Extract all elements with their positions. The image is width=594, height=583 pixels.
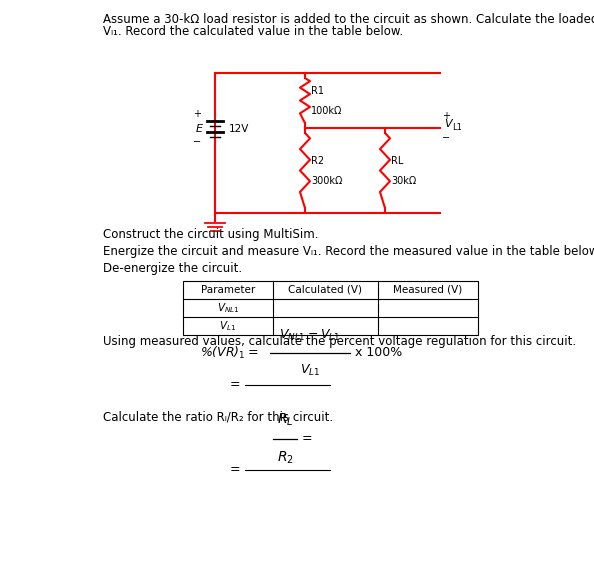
Bar <box>183 281 478 335</box>
Text: R1: R1 <box>311 86 324 96</box>
Text: $V_{L1}$: $V_{L1}$ <box>219 319 236 333</box>
Text: Calculate the ratio Rₗ/R₂ for this circuit.: Calculate the ratio Rₗ/R₂ for this circu… <box>103 410 333 423</box>
Text: =: = <box>230 378 241 392</box>
Text: =: = <box>248 346 258 360</box>
Text: Parameter: Parameter <box>201 285 255 295</box>
Text: 30kΩ: 30kΩ <box>391 175 416 185</box>
Text: =: = <box>230 463 241 476</box>
Text: +: + <box>442 111 450 121</box>
Text: +: + <box>193 109 201 119</box>
Text: R2: R2 <box>311 156 324 166</box>
Text: −: − <box>442 133 450 143</box>
Text: Assume a 30-kΩ load resistor is added to the circuit as shown. Calculate the loa: Assume a 30-kΩ load resistor is added to… <box>103 13 594 26</box>
Text: L1: L1 <box>452 122 462 132</box>
Text: E: E <box>196 124 203 134</box>
Text: −: − <box>193 137 201 147</box>
Text: Vₗ₁. Record the calculated value in the table below.: Vₗ₁. Record the calculated value in the … <box>103 25 403 38</box>
Text: %(VR)$_1$: %(VR)$_1$ <box>200 345 246 361</box>
Text: Measured (V): Measured (V) <box>393 285 463 295</box>
Text: Energize the circuit and measure Vₗ₁. Record the measured value in the table bel: Energize the circuit and measure Vₗ₁. Re… <box>103 245 594 258</box>
Text: Construct the circuit using MultiSim.: Construct the circuit using MultiSim. <box>103 228 318 241</box>
Text: Using measured values, calculate the percent voltage regulation for this circuit: Using measured values, calculate the per… <box>103 335 576 348</box>
Text: RL: RL <box>391 156 403 166</box>
Text: $V_{L1}$: $V_{L1}$ <box>300 363 320 378</box>
Text: $R_2$: $R_2$ <box>277 450 293 466</box>
Text: V: V <box>444 119 451 129</box>
Text: $V_{NL1}$: $V_{NL1}$ <box>217 301 239 315</box>
Text: De-energize the circuit.: De-energize the circuit. <box>103 262 242 275</box>
Text: 300kΩ: 300kΩ <box>311 175 342 185</box>
Text: =: = <box>302 433 312 445</box>
Text: $R_L$: $R_L$ <box>277 412 293 428</box>
Text: 100kΩ: 100kΩ <box>311 106 342 115</box>
Text: Calculated (V): Calculated (V) <box>289 285 362 295</box>
Text: x 100%: x 100% <box>355 346 402 360</box>
Text: 12V: 12V <box>229 124 249 134</box>
Text: $V_{NL1} - V_{L1}$: $V_{NL1} - V_{L1}$ <box>279 328 341 343</box>
